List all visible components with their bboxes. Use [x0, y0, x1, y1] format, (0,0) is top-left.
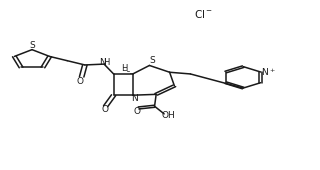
Text: O: O	[77, 77, 84, 86]
Text: O: O	[134, 107, 141, 116]
Text: N$^+$: N$^+$	[261, 67, 276, 78]
Text: O: O	[101, 106, 108, 114]
Text: OH: OH	[162, 111, 175, 120]
Text: N: N	[99, 58, 106, 67]
Text: S: S	[150, 56, 156, 65]
Text: N: N	[131, 95, 138, 103]
Text: H: H	[122, 64, 128, 73]
Text: Cl$^-$: Cl$^-$	[194, 8, 213, 20]
Text: H: H	[103, 58, 110, 67]
Text: S: S	[29, 41, 35, 50]
